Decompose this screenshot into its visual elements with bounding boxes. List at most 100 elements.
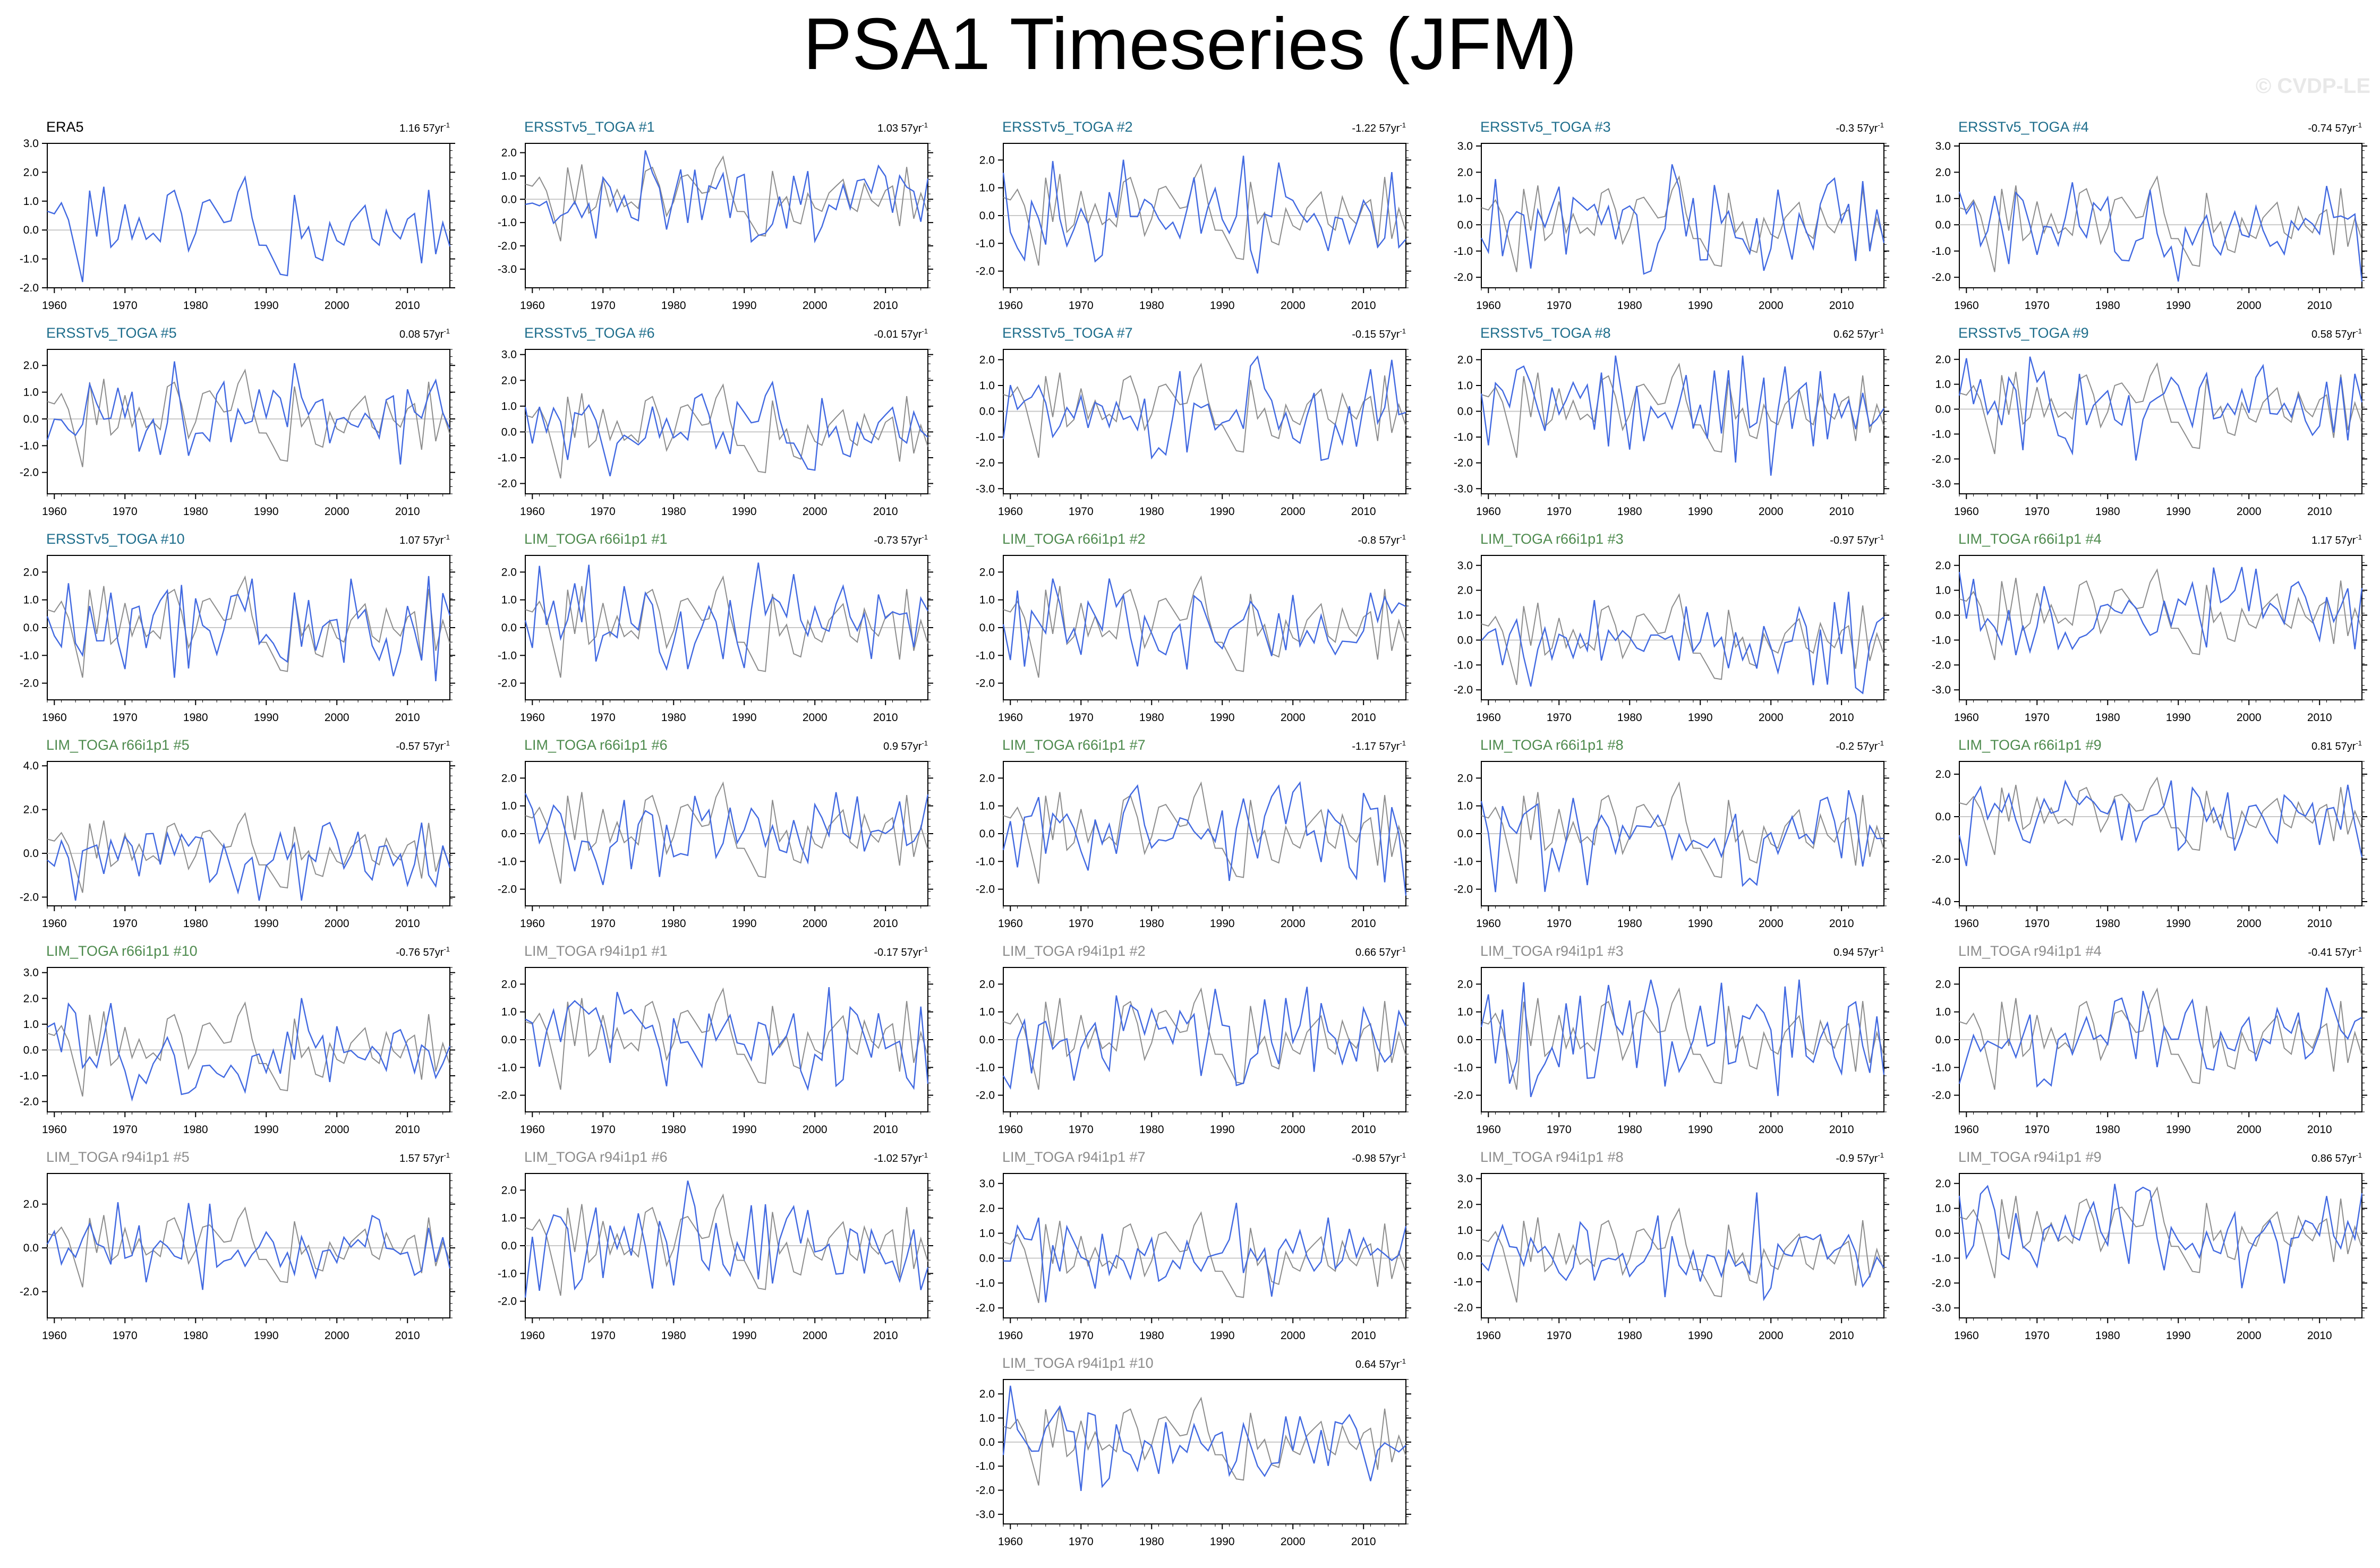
y-tick-label: -1.0 bbox=[976, 1277, 995, 1289]
plot-frame bbox=[1003, 1379, 1406, 1524]
trend-exponent: -1 bbox=[1878, 1151, 1884, 1159]
x-tick-label: 1960 bbox=[520, 1124, 545, 1136]
y-tick-label: 2.0 bbox=[979, 1388, 995, 1400]
y-tick-label: 2.0 bbox=[1935, 978, 1951, 990]
y-tick-label: 1.0 bbox=[979, 1006, 995, 1018]
x-tick-label: 1990 bbox=[2166, 918, 2191, 930]
x-tick-label: 1980 bbox=[2095, 1330, 2120, 1342]
trend-label: -1.22 57yr-1 bbox=[1352, 121, 1406, 134]
y-tick-label: -3.0 bbox=[1932, 684, 1951, 696]
series-line bbox=[524, 792, 929, 885]
y-tick-label: -2.0 bbox=[498, 240, 517, 252]
x-tick-label: 1980 bbox=[661, 712, 686, 724]
y-tick-label: -2.0 bbox=[498, 1296, 517, 1308]
obs-series-line bbox=[47, 1001, 450, 1097]
x-tick-label: 2000 bbox=[2237, 299, 2262, 312]
series-line bbox=[1481, 592, 1884, 695]
x-tick-label: 2010 bbox=[1351, 1124, 1376, 1136]
x-tick-label: 1970 bbox=[113, 1330, 138, 1342]
x-tick-label: 2000 bbox=[1759, 505, 1784, 518]
y-tick-label: 1.0 bbox=[501, 594, 517, 606]
chart-panel-22: LIM_TOGA r94i1p1 #1 -0.17 57yr-1 2.0 1.0 0.0… bbox=[498, 943, 933, 1136]
y-tick-label: 2.0 bbox=[979, 154, 995, 166]
x-tick-label: 1970 bbox=[1069, 1330, 1094, 1342]
x-tick-label: 2000 bbox=[325, 712, 349, 724]
y-tick-label: -2.0 bbox=[20, 678, 39, 690]
panel-title: ERSSTv5_TOGA #3 bbox=[1480, 119, 1611, 135]
x-tick-label: 2010 bbox=[1351, 918, 1376, 930]
x-tick-label: 2010 bbox=[1829, 918, 1854, 930]
x-tick-label: 2000 bbox=[803, 918, 828, 930]
y-tick-label: -2.0 bbox=[976, 1090, 995, 1102]
y-tick-label: -1.0 bbox=[976, 237, 995, 250]
y-tick-label: -2.0 bbox=[1454, 684, 1473, 696]
x-tick-label: 2000 bbox=[1281, 1330, 1306, 1342]
y-tick-label: 0.0 bbox=[1457, 828, 1473, 840]
obs-series-line bbox=[525, 575, 928, 678]
y-tick-label: 1.0 bbox=[979, 182, 995, 194]
obs-series-line bbox=[525, 987, 928, 1090]
y-tick-label: -2.0 bbox=[1454, 457, 1473, 469]
chart-panel-31: LIM_TOGA r94i1p1 #10 0.64 57yr-1 2.0 1.0 0.0… bbox=[976, 1355, 1411, 1548]
y-tick-label: 1.0 bbox=[501, 800, 517, 812]
x-tick-label: 1990 bbox=[732, 505, 757, 518]
x-tick-label: 1960 bbox=[1476, 712, 1501, 724]
x-tick-label: 2000 bbox=[325, 1330, 349, 1342]
y-tick-label: -1.0 bbox=[498, 217, 517, 229]
x-tick-label: 1980 bbox=[1139, 1124, 1164, 1136]
x-tick-label: 2010 bbox=[1351, 712, 1376, 724]
x-tick-label: 1990 bbox=[1210, 712, 1235, 724]
obs-series-line bbox=[525, 155, 928, 242]
series-line bbox=[46, 576, 451, 681]
x-tick-label: 1970 bbox=[2025, 1330, 2050, 1342]
panel-title: ERSSTv5_TOGA #1 bbox=[524, 119, 655, 135]
panel-title: LIM_TOGA r94i1p1 #1 bbox=[524, 943, 668, 959]
trend-exponent: -1 bbox=[443, 945, 450, 953]
obs-series-line bbox=[525, 1193, 928, 1296]
trend-label: -0.73 57yr-1 bbox=[874, 533, 928, 546]
panel-title: LIM_TOGA r66i1p1 #3 bbox=[1480, 531, 1624, 547]
panel-title: LIM_TOGA r66i1p1 #5 bbox=[46, 737, 190, 753]
y-tick-label: -1.0 bbox=[1454, 1276, 1473, 1288]
x-tick-label: 1970 bbox=[1069, 299, 1094, 312]
series-line bbox=[1958, 987, 2362, 1088]
y-tick-label: 0.0 bbox=[979, 828, 995, 840]
x-tick-label: 1980 bbox=[1617, 299, 1642, 312]
chart-panel-2: ERSSTv5_TOGA #1 1.03 57yr-1 2.0 1.0 0.0 -1.0 -… bbox=[498, 119, 933, 312]
y-tick-label: 4.0 bbox=[23, 760, 39, 772]
obs-series-line bbox=[1959, 1186, 2362, 1279]
x-tick-label: 1960 bbox=[1954, 918, 1979, 930]
series-line bbox=[1958, 567, 2363, 656]
trend-label: -0.3 57yr-1 bbox=[1836, 121, 1884, 134]
panel-title: LIM_TOGA r94i1p1 #2 bbox=[1002, 943, 1146, 959]
y-tick-label: 0.0 bbox=[23, 847, 39, 860]
x-tick-label: 1960 bbox=[998, 1536, 1023, 1548]
panel-title: LIM_TOGA r94i1p1 #10 bbox=[1002, 1355, 1154, 1371]
panel-title: ERSSTv5_TOGA #5 bbox=[46, 325, 177, 341]
x-tick-label: 2000 bbox=[1281, 712, 1306, 724]
x-tick-label: 1990 bbox=[254, 712, 279, 724]
x-tick-label: 2000 bbox=[325, 299, 349, 312]
panel-title: LIM_TOGA r66i1p1 #7 bbox=[1002, 737, 1146, 753]
x-tick-label: 1980 bbox=[183, 712, 208, 724]
y-tick-label: 0.0 bbox=[501, 193, 517, 205]
x-tick-label: 1990 bbox=[1210, 1536, 1235, 1548]
y-tick-label: 1.0 bbox=[1935, 585, 1951, 597]
panel-title: ERSSTv5_TOGA #2 bbox=[1002, 119, 1133, 135]
x-tick-label: 1990 bbox=[732, 918, 757, 930]
obs-series-line bbox=[1481, 593, 1884, 686]
x-tick-label: 2000 bbox=[1759, 918, 1784, 930]
obs-series-line bbox=[1959, 568, 2362, 661]
series-line bbox=[1480, 355, 1885, 476]
x-tick-label: 1990 bbox=[732, 1330, 757, 1342]
y-tick-label: -2.0 bbox=[20, 1286, 39, 1298]
panel-title: LIM_TOGA r94i1p1 #6 bbox=[524, 1149, 668, 1165]
x-tick-label: 1990 bbox=[254, 918, 279, 930]
series-line bbox=[1002, 355, 1406, 461]
trend-exponent: -1 bbox=[1878, 533, 1884, 541]
chart-panel-27: LIM_TOGA r94i1p1 #6 -1.02 57yr-1 2.0 1.0 0.0… bbox=[498, 1149, 933, 1342]
y-tick-label: -1.0 bbox=[1454, 245, 1473, 258]
panel-title: ERSSTv5_TOGA #8 bbox=[1480, 325, 1611, 341]
plot-frame bbox=[1959, 1173, 2362, 1318]
chart-panel-17: LIM_TOGA r66i1p1 #6 0.9 57yr-1 2.0 1.0 0.0 -1… bbox=[498, 737, 933, 930]
